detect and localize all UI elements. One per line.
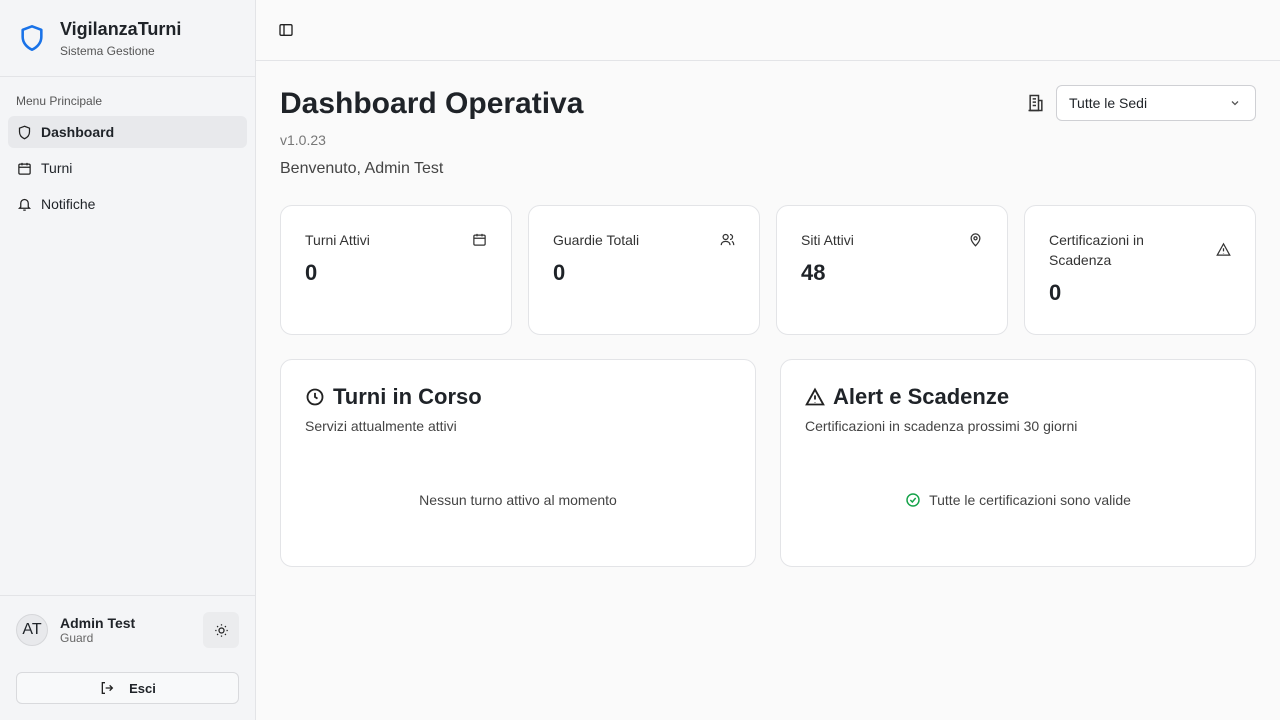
theme-toggle-button[interactable] xyxy=(203,612,239,648)
empty-message: Nessun turno attivo al momento xyxy=(419,492,617,508)
panel-subtitle: Certificazioni in scadenza prossimi 30 g… xyxy=(805,418,1078,434)
building-icon xyxy=(1028,94,1043,112)
stat-card-turni-attivi: Turni Attivi 0 xyxy=(280,205,512,335)
shifts-panel: Turni in Corso Servizi attualmente attiv… xyxy=(280,359,756,567)
map-pin-icon xyxy=(970,233,981,247)
calendar-icon xyxy=(473,233,486,246)
alert-triangle-icon xyxy=(805,387,825,406)
stat-card-certificazioni: Certificazioni in Scadenza 0 xyxy=(1024,205,1256,335)
sidebar-item-dashboard[interactable]: Dashboard xyxy=(8,116,247,148)
logout-icon xyxy=(101,682,114,694)
sidebar-item-label: Dashboard xyxy=(41,124,115,140)
stat-card-siti-attivi: Siti Attivi 48 xyxy=(776,205,1008,335)
stat-card-guardie-totali: Guardie Totali 0 xyxy=(528,205,760,335)
bell-icon xyxy=(17,198,32,211)
sidebar-item-label: Turni xyxy=(41,160,73,176)
shield-icon xyxy=(18,125,31,139)
alerts-panel: Alert e Scadenze Certificazioni in scade… xyxy=(780,359,1256,567)
welcome-text: Benvenuto, Admin Test xyxy=(280,160,444,177)
users-icon xyxy=(720,233,735,246)
alert-triangle-icon xyxy=(1216,242,1231,256)
site-select[interactable]: Tutte le Sedi xyxy=(1056,85,1256,121)
brand: VigilanzaTurni Sistema Gestione xyxy=(0,0,255,77)
logout-label: Esci xyxy=(129,680,156,696)
panel-subtitle: Servizi attualmente attivi xyxy=(305,418,457,434)
user-name: Admin Test xyxy=(60,615,136,631)
stat-label: Siti Attivi xyxy=(801,232,854,248)
empty-message: Tutte le certificazioni sono valide xyxy=(929,492,1131,508)
app-subtitle: Sistema Gestione xyxy=(60,43,155,58)
chevron-down-icon xyxy=(1231,101,1239,106)
shield-logo-icon xyxy=(21,25,43,51)
stat-label: Turni Attivi xyxy=(305,232,370,248)
page-title: Dashboard Operativa xyxy=(280,87,584,120)
version: v1.0.23 xyxy=(280,132,326,148)
stat-value: 0 xyxy=(305,260,318,285)
user-role: Guard xyxy=(60,631,94,645)
check-circle-icon xyxy=(906,493,920,507)
clock-icon xyxy=(306,388,324,406)
panel-title: Alert e Scadenze xyxy=(833,384,1010,409)
stat-value: 0 xyxy=(1049,280,1062,305)
menu-label: Menu Principale xyxy=(16,94,103,108)
logout-button[interactable]: Esci xyxy=(16,672,239,704)
sidebar: VigilanzaTurni Sistema Gestione Menu Pri… xyxy=(0,0,256,720)
app-title: VigilanzaTurni xyxy=(60,18,182,39)
topbar xyxy=(256,0,1280,61)
stat-label: Certificazioni in Scadenza xyxy=(1049,232,1144,268)
sun-icon xyxy=(214,623,228,637)
stat-label: Guardie Totali xyxy=(553,232,640,248)
stat-value: 0 xyxy=(553,260,566,285)
panel-title: Turni in Corso xyxy=(333,384,482,409)
sidebar-item-label: Notifiche xyxy=(41,196,96,212)
stat-value: 48 xyxy=(801,260,826,285)
sidebar-item-turni[interactable]: Turni xyxy=(8,152,247,184)
site-select-value: Tutte le Sedi xyxy=(1069,95,1148,111)
sidebar-toggle-icon[interactable] xyxy=(278,22,294,38)
avatar: AT xyxy=(16,614,48,646)
calendar-icon xyxy=(18,162,31,175)
sidebar-item-notifiche[interactable]: Notifiche xyxy=(8,188,247,220)
